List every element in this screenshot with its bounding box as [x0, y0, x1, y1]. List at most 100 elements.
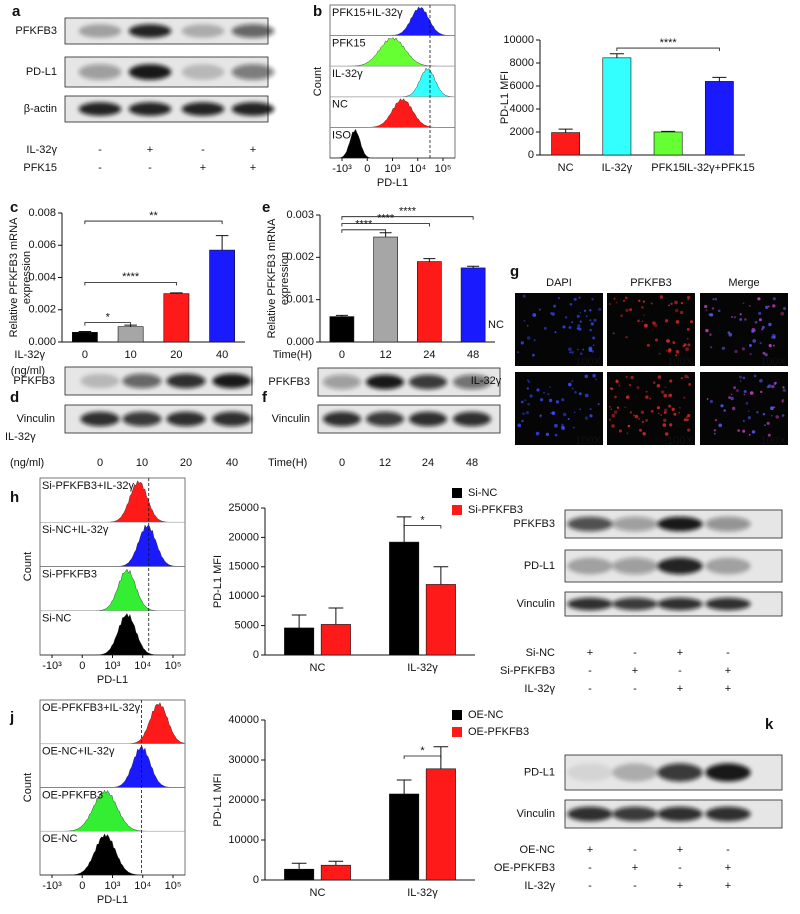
y-tick-label: 0.000	[286, 336, 314, 348]
x-axis-unit: (ng/ml)	[11, 365, 45, 377]
cell	[674, 308, 679, 313]
cell	[773, 406, 776, 409]
cell	[732, 406, 736, 411]
cell	[608, 418, 612, 421]
cell	[718, 423, 722, 428]
band	[80, 373, 120, 389]
cell	[751, 430, 756, 434]
band	[657, 763, 703, 782]
significance-label: *	[420, 745, 425, 757]
y-tick-label: 30000	[228, 754, 259, 766]
condition-sign: +	[725, 665, 731, 677]
cell	[658, 352, 661, 355]
row-label: PD-L1	[26, 66, 57, 78]
band	[122, 373, 162, 389]
cell	[712, 298, 715, 301]
x-tick-label: 10	[125, 349, 137, 361]
cell	[526, 336, 531, 340]
band	[567, 597, 613, 611]
cell	[569, 351, 571, 354]
cell	[517, 423, 521, 428]
condition-sign: +	[677, 647, 683, 659]
cell	[543, 391, 545, 394]
cell	[764, 353, 768, 357]
cell	[625, 336, 628, 339]
x-tick-label: NC	[310, 887, 326, 899]
cell	[772, 297, 776, 301]
band	[166, 411, 206, 427]
cell	[664, 319, 669, 323]
cell	[613, 297, 616, 300]
cell	[522, 412, 525, 416]
band	[567, 516, 613, 532]
y-tick-label: 0.008	[28, 207, 56, 219]
magnification-label: 100X	[667, 356, 693, 368]
cell	[663, 408, 668, 413]
y-tick-label: 5000	[235, 620, 259, 632]
cell	[610, 387, 613, 391]
condition-label: Si-PFKFB3	[500, 665, 555, 677]
band	[705, 806, 751, 822]
cell	[736, 389, 739, 392]
cell	[768, 344, 772, 348]
cell	[663, 411, 667, 414]
cell	[577, 324, 581, 328]
cell	[626, 432, 629, 435]
cell	[532, 313, 537, 317]
condition-sign: -	[588, 683, 592, 695]
y-tick-label: 20000	[228, 531, 259, 543]
band	[567, 806, 613, 822]
cell	[527, 379, 529, 382]
cell	[583, 309, 587, 312]
condition-sign: -	[588, 665, 592, 677]
magnification-label: 100X	[667, 435, 693, 447]
condition-sign: -	[98, 144, 102, 156]
x-axis-label: IL-32γ	[14, 349, 45, 361]
cell	[532, 353, 535, 357]
cell	[687, 414, 691, 418]
row-label: NC	[488, 319, 504, 331]
cell	[627, 424, 631, 428]
column-header: PFKFB3	[630, 277, 672, 289]
x-tick-label: 0	[364, 163, 370, 175]
cell	[538, 308, 541, 311]
x-tick-label: NC	[558, 162, 574, 174]
track-label: ISO	[332, 129, 351, 141]
band	[322, 374, 362, 390]
x-tick-label: 40	[216, 349, 228, 361]
error-bar	[291, 862, 307, 870]
cell	[569, 303, 573, 306]
cell	[554, 331, 557, 334]
cell	[743, 390, 747, 393]
cell	[668, 393, 673, 397]
y-tick-label: 20000	[228, 794, 259, 806]
panel-letter: k	[765, 716, 774, 733]
cell	[551, 411, 556, 415]
cell	[520, 400, 524, 404]
cell	[781, 414, 785, 417]
cell	[686, 328, 690, 331]
panel-letter: a	[12, 3, 21, 20]
cell	[547, 393, 550, 396]
cell	[652, 321, 656, 325]
bar	[425, 768, 456, 881]
cell	[540, 398, 544, 402]
y-tick-label: 15000	[228, 561, 259, 573]
cell	[758, 311, 762, 315]
cell	[622, 299, 626, 302]
micrograph	[515, 293, 603, 366]
row-label: PFKFB3	[513, 518, 555, 530]
band	[78, 64, 122, 80]
bar	[284, 627, 315, 656]
condition-sign: +	[725, 880, 731, 892]
condition-sign: +	[147, 144, 153, 156]
x-tick-label: 10⁴	[134, 660, 151, 672]
bar	[117, 326, 144, 343]
cell	[554, 433, 558, 437]
cell	[526, 325, 529, 327]
cell	[571, 321, 573, 324]
bar	[163, 293, 190, 343]
cell	[641, 306, 644, 309]
cell	[671, 407, 675, 411]
cell	[539, 414, 542, 417]
